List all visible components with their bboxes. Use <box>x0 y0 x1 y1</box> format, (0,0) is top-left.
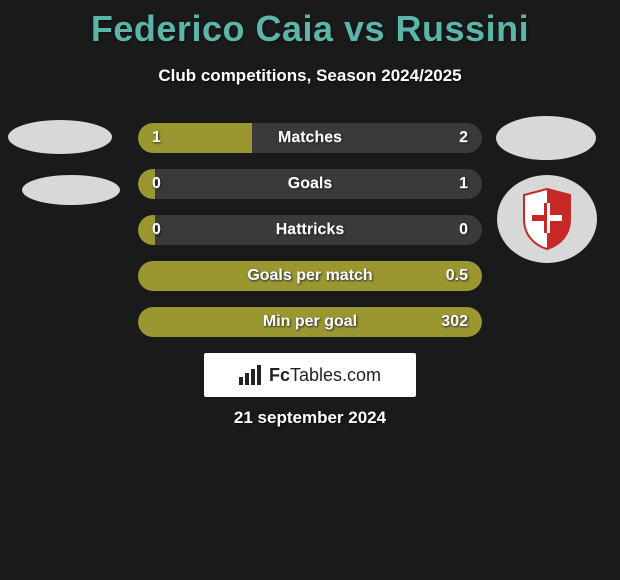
stat-value-right: 302 <box>441 313 468 331</box>
stats-rows: 1 Matches 2 0 Goals 1 0 Hattricks 0 Goal… <box>138 123 482 353</box>
player-right-club-badge <box>497 175 602 267</box>
stat-label: Goals per match <box>138 267 482 285</box>
stat-value-right: 1 <box>459 175 468 193</box>
stat-label: Hattricks <box>138 221 482 239</box>
player-left-club-badge <box>22 175 120 205</box>
stat-value-right: 0.5 <box>446 267 468 285</box>
stat-row-goals: 0 Goals 1 <box>138 169 482 199</box>
stat-row-min-per-goal: Min per goal 302 <box>138 307 482 337</box>
stat-label: Min per goal <box>138 313 482 331</box>
stat-label: Matches <box>138 129 482 147</box>
stat-row-hattricks: 0 Hattricks 0 <box>138 215 482 245</box>
stat-label: Goals <box>138 175 482 193</box>
competition-subtitle: Club competitions, Season 2024/2025 <box>0 66 620 86</box>
shield-icon <box>520 187 574 251</box>
fctables-logo: FcTables.com <box>204 353 416 397</box>
player-left-avatar <box>8 120 112 154</box>
bars-icon <box>239 365 263 385</box>
stat-row-matches: 1 Matches 2 <box>138 123 482 153</box>
stat-row-goals-per-match: Goals per match 0.5 <box>138 261 482 291</box>
stat-value-right: 2 <box>459 129 468 147</box>
stat-value-right: 0 <box>459 221 468 239</box>
player-right-avatar <box>496 116 596 160</box>
fctables-text: FcTables.com <box>269 365 381 386</box>
generated-date: 21 september 2024 <box>0 408 620 428</box>
comparison-title: Federico Caia vs Russini <box>0 0 620 50</box>
